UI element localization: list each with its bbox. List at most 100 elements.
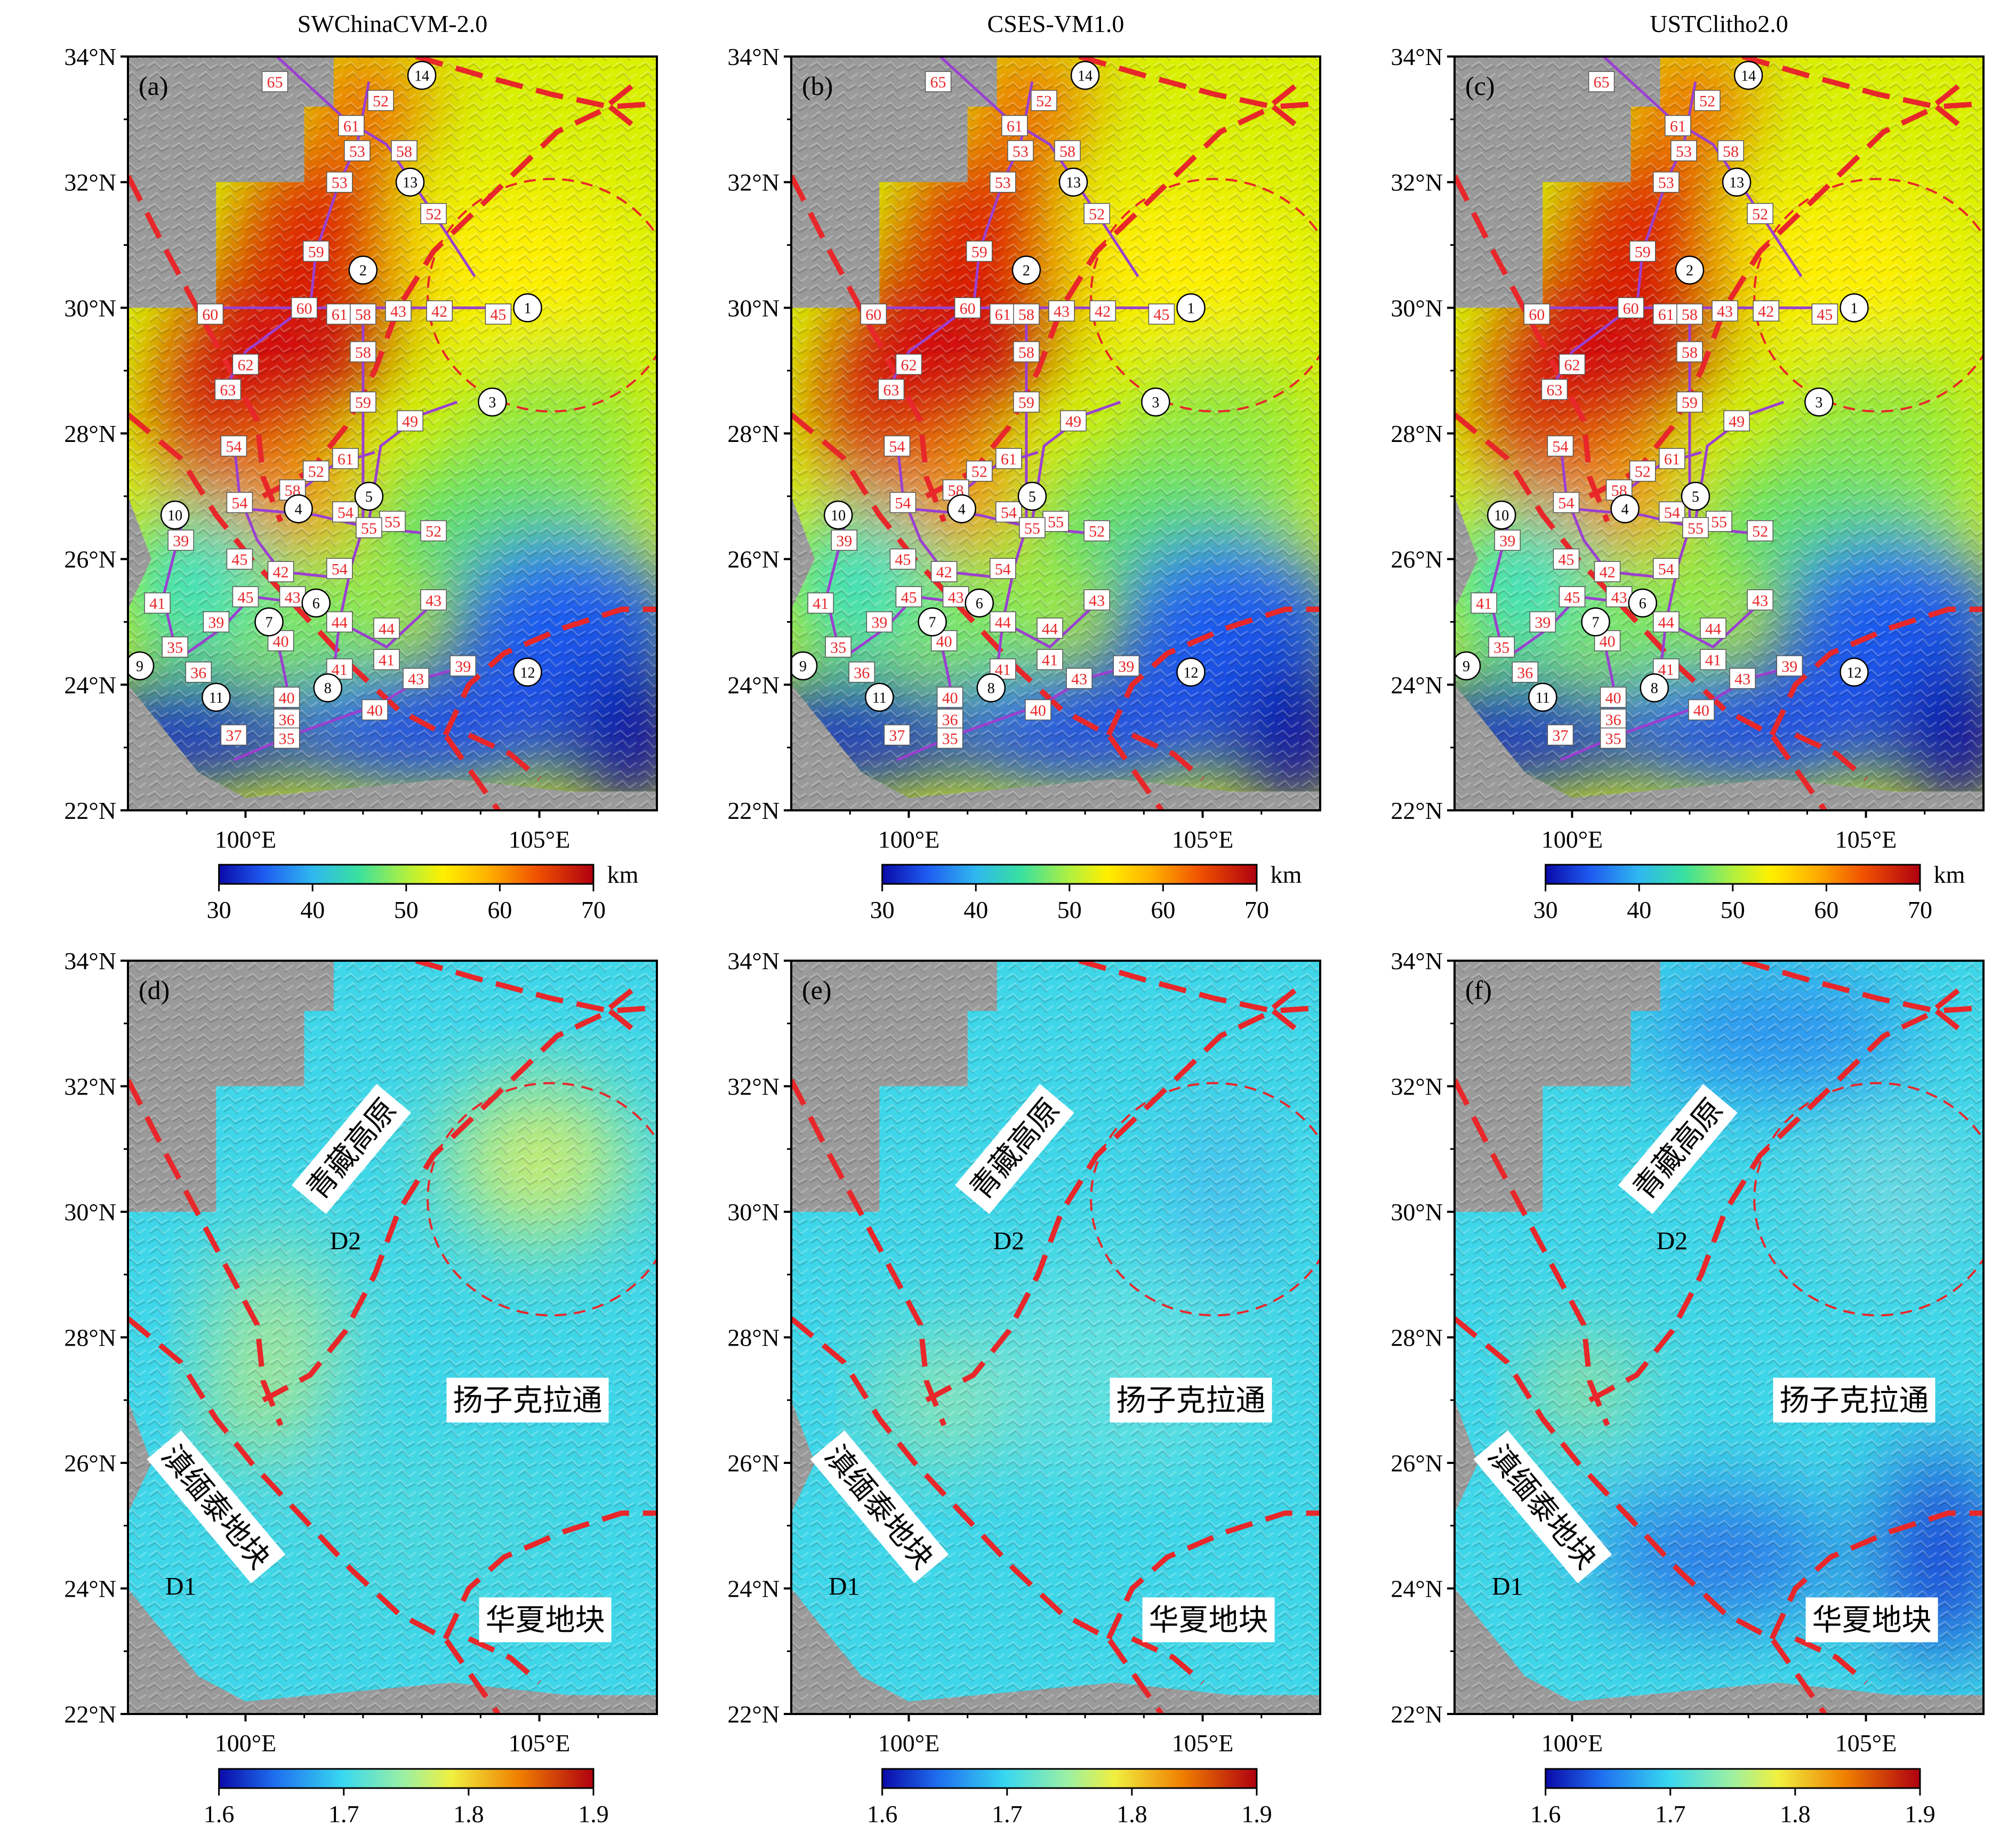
value-box [1541,379,1568,400]
number-text: 6 [976,595,983,612]
profile-value-label: 39 [866,611,893,633]
value-text: 55 [1024,520,1040,537]
fault-line [468,1636,541,1685]
profile-value-label: 39 [1529,611,1556,633]
number-circle [947,494,976,524]
profile-value-label: 60 [1617,297,1644,319]
fault-line [791,174,947,522]
profile-value-label: 36 [273,709,300,730]
number-circle [1840,657,1869,687]
profile-number-marker: 11 [1528,682,1557,712]
fault-line [415,961,657,1014]
colorbar-tick-label: 1.8 [453,1800,484,1828]
value-box [326,611,353,633]
value-text: 40 [1693,702,1709,719]
region-label-yangtze: 扬子克拉通 [1773,1378,1935,1423]
fault-line [1271,987,1299,1010]
value-box [1747,589,1773,611]
number-text: 11 [1536,690,1550,706]
relief-texture [791,961,1320,1714]
lat-tick-label: 30°N [1391,294,1443,321]
value-text: 49 [1065,413,1081,430]
relief-texture [1455,961,1983,1714]
profile-number-marker: 6 [1628,588,1657,618]
colorbar-tick-label: 30 [870,896,895,923]
lon-tick-label: 105°E [1172,1729,1234,1757]
profile-value-label: 54 [220,435,247,457]
value-box [1811,303,1838,325]
basin-boundary [427,1082,657,1317]
profile-value-label: 59 [1676,391,1703,413]
region-label-huaxia-text: 华夏地块 [1812,1604,1932,1637]
value-text: 39 [455,658,471,675]
value-text: 61 [343,118,359,135]
value-text: 45 [895,551,911,569]
colorbar-unit: km [607,861,639,888]
region-label-huaxia-text: 华夏地块 [1149,1604,1268,1637]
value-text: 39 [1535,614,1551,632]
value-box [1665,115,1691,136]
profile-value-label: 54 [332,501,359,523]
profile-value-label: 40 [1025,699,1051,721]
lat-tick-label: 22°N [727,1701,780,1728]
profile-value-label: 53 [990,171,1016,193]
value-box [1553,492,1580,513]
value-box [426,300,453,321]
profile-value-label: 43 [420,589,447,611]
value-text: 59 [1018,394,1034,412]
profile-number-marker: 7 [1581,607,1610,637]
colorbar-ramp [1545,1768,1921,1789]
profile-value-label: 52 [367,90,394,111]
value-text: 65 [1594,74,1610,91]
profile-value-label: 49 [1060,410,1087,432]
colorbar-ramp [881,1768,1258,1789]
value-box [391,140,417,162]
value-text: 41 [379,651,395,669]
profile-value-label: 43 [403,667,429,689]
profile-value-label: 36 [936,709,963,730]
fault-line [1131,1636,1204,1685]
profile-line [1512,595,1631,655]
value-box [1083,520,1110,542]
number-text: 6 [1639,595,1646,612]
value-box [1054,140,1081,162]
value-text: 35 [1605,730,1621,747]
fault-line [791,412,1164,810]
number-circle [301,588,331,618]
value-box [420,203,447,224]
number-text: 10 [1494,508,1509,524]
profile-value-label: 35 [1600,727,1627,749]
number-circle [128,651,155,681]
profile-value-label: 58 [1676,303,1703,325]
profile-value-label: 54 [1659,501,1685,523]
value-box [261,71,288,92]
value-box [1747,520,1773,542]
lon-tick-label: 105°E [509,826,571,853]
profile-value-label: 43 [942,586,969,608]
colorbar-tick-label: 70 [1908,896,1932,923]
value-box [1706,511,1732,532]
profile-value-label: 44 [1653,611,1680,633]
profile-number-marker: 3 [478,387,507,417]
value-text: 61 [1670,118,1686,135]
value-text: 54 [226,438,242,456]
colorbar-ramp [218,1768,595,1789]
region-label-huaxia-text: 华夏地块 [486,1604,605,1637]
value-box [302,240,330,262]
value-box [226,492,253,513]
value-text: 58 [1682,306,1698,324]
basin-boundary [427,178,657,413]
fault-line [1106,1510,1320,1640]
number-circle [354,481,384,511]
value-box [214,379,242,400]
value-text: 43 [948,589,964,606]
value-text: 43 [390,303,406,320]
number-text: 11 [872,690,887,706]
region-label-d1: D1 [165,1572,197,1600]
profile-value-label: 55 [1042,511,1069,532]
value-text: 58 [1018,344,1034,361]
value-box [966,240,993,262]
value-box [1523,303,1551,325]
value-box [1600,709,1627,730]
value-box [1083,589,1110,611]
